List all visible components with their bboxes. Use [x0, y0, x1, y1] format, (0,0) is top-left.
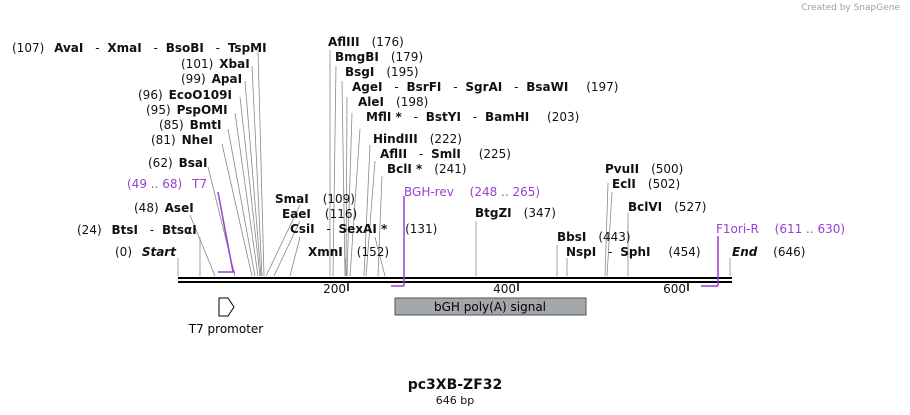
enzyme-smaI[interactable]: SmaI (109) — [275, 192, 355, 206]
primer-t7-label[interactable]: (49 .. 68) T7 — [127, 177, 207, 191]
snapgene-credit: Created by SnapGene — [801, 3, 900, 13]
enzyme-csiI[interactable]: CsiI - SexAI * (131) — [290, 222, 437, 236]
enzyme-eaeI[interactable]: EaeI (116) — [282, 207, 357, 221]
enzyme-bsaI[interactable]: (62) BsaI — [148, 156, 208, 170]
bgh-polya-feature[interactable]: bGH poly(A) signal — [394, 297, 587, 316]
primer-labels: (49 .. 68) T7 BGH-rev (248 .. 265) F1ori… — [127, 177, 845, 236]
enzyme-row1[interactable]: (107) AvaI - XmaI - BsoBI - TspMI — [12, 41, 267, 55]
enzyme-mflI[interactable]: MflI * - BstYI - BamHI (203) — [366, 110, 579, 124]
dna-backbone — [178, 277, 732, 283]
enzyme-hindIII[interactable]: HindIII (222) — [373, 132, 462, 146]
middle-enzyme-labels: AflIII (176) BmgBI (179) BsgI (195) AgeI - … — [275, 35, 618, 259]
enzyme-btsI[interactable]: (24) BtsI - BtsαI — [77, 223, 197, 237]
enzyme-pvuII[interactable]: PvuII (500) — [605, 162, 683, 176]
start-label: (0) Start — [115, 245, 177, 259]
enzyme-btgZI[interactable]: BtgZI (347) — [475, 206, 556, 220]
enzyme-ecoO109I[interactable]: (96) EcoO109I — [138, 88, 232, 102]
plasmid-name: pc3XB-ZF32 — [408, 377, 503, 393]
enzyme-xmnI[interactable]: XmnI (152) — [308, 245, 389, 259]
enzyme-bsgI[interactable]: BsgI (195) — [345, 65, 419, 79]
enzyme-aflIII[interactable]: AflIII (176) — [328, 35, 404, 49]
enzyme-apaI[interactable]: (99) ApaI — [181, 72, 242, 86]
enzyme-xbaI[interactable]: (101) XbaI — [181, 57, 250, 71]
primer-markers — [217, 191, 719, 287]
enzyme-bmtI[interactable]: (85) BmtI — [159, 118, 222, 132]
end-label: End (646) — [732, 245, 805, 259]
enzyme-aseI[interactable]: (48) AseI — [134, 201, 194, 215]
ruler-label-400: 400 — [493, 282, 516, 296]
bgh-polya-label: bGH poly(A) signal — [434, 300, 546, 314]
t7-promoter-feature[interactable]: T7 promoter — [188, 297, 264, 336]
enzyme-bbsI[interactable]: BbsI (443) — [557, 230, 631, 244]
enzyme-bmgBI[interactable]: BmgBI (179) — [335, 50, 423, 64]
right-enzyme-labels: BtgZI (347) BbsI (443) NspI - SphI (454) P… — [475, 162, 805, 259]
enzyme-ageI[interactable]: AgeI - BsrFI - SgrAI - BsaWI (197) — [352, 80, 618, 94]
enzyme-nheI[interactable]: (81) NheI — [151, 133, 213, 147]
enzyme-bclI[interactable]: BclI * (241) — [387, 162, 467, 176]
enzyme-nspI[interactable]: NspI - SphI (454) — [566, 245, 701, 259]
enzyme-aflII[interactable]: AflII - SmlI (225) — [380, 147, 511, 161]
t7-promoter-label: T7 promoter — [188, 322, 264, 336]
ruler: 200 400 600 — [323, 282, 689, 296]
enzyme-eclI[interactable]: EclI (502) — [612, 177, 680, 191]
enzyme-pspOMI[interactable]: (95) PspOMI — [146, 103, 228, 117]
left-enzyme-labels: (107) AvaI - XmaI - BsoBI - TspMI (101) X… — [12, 41, 267, 259]
enzyme-bclVI[interactable]: BclVI (527) — [628, 200, 706, 214]
leader-lines — [177, 49, 731, 277]
ruler-label-600: 600 — [663, 282, 686, 296]
primer-bgh-label[interactable]: BGH-rev (248 .. 265) — [404, 185, 540, 199]
primer-f1ori-label[interactable]: F1ori-R (611 .. 630) — [716, 222, 845, 236]
plasmid-length: 646 bp — [436, 394, 474, 407]
enzyme-aleI[interactable]: AleI (198) — [358, 95, 428, 109]
ruler-label-200: 200 — [323, 282, 346, 296]
